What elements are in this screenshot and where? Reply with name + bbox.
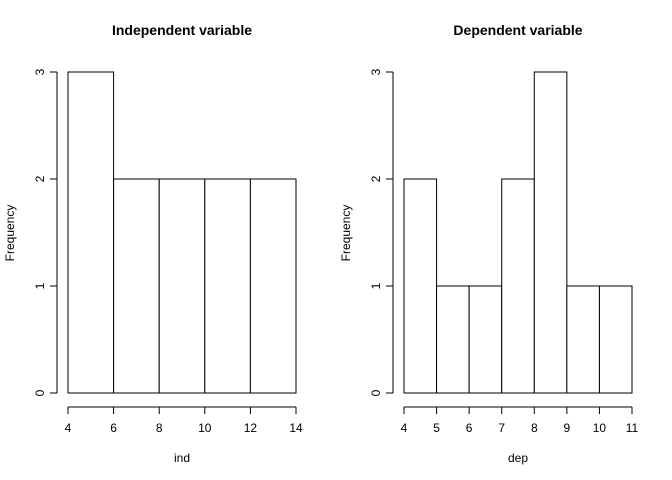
chart-title: Dependent variable xyxy=(453,22,582,38)
x-tick-label: 7 xyxy=(498,421,505,435)
y-axis: 0 1 2 3 xyxy=(369,68,394,396)
x-tick-label: 10 xyxy=(198,421,212,435)
y-tick-label: 1 xyxy=(33,282,47,289)
x-tick-label: 8 xyxy=(156,421,163,435)
y-axis-label: Frequency xyxy=(3,205,17,262)
x-tick-label: 10 xyxy=(593,421,607,435)
histogram-bar xyxy=(249,178,297,394)
x-axis: 4 6 8 10 12 14 xyxy=(65,406,303,435)
histogram-bar xyxy=(468,285,503,394)
y-tick-label: 2 xyxy=(33,175,47,182)
histogram-bar xyxy=(67,71,115,394)
histogram-bar xyxy=(501,178,535,394)
histogram-panel-dependent: Dependent variable 4 5 6 7 8 9 10 11 0 1 2 3 dep F… xyxy=(339,22,639,465)
histogram-bar xyxy=(113,178,160,394)
y-tick-label: 0 xyxy=(369,389,383,396)
y-tick-label: 3 xyxy=(369,68,383,75)
x-axis: 4 5 6 7 8 9 10 11 xyxy=(401,406,639,435)
y-axis-label: Frequency xyxy=(339,205,353,262)
x-tick-label: 11 xyxy=(626,421,639,435)
histogram-bar xyxy=(566,285,600,394)
y-tick-label: 3 xyxy=(33,68,47,75)
x-tick-label: 14 xyxy=(289,421,303,435)
bar-group xyxy=(403,71,633,394)
histogram-bar xyxy=(204,178,251,394)
x-tick-label: 5 xyxy=(433,421,440,435)
y-axis: 0 1 2 3 xyxy=(33,68,58,396)
x-axis-label: ind xyxy=(174,451,190,465)
histogram-bar xyxy=(158,178,206,394)
histogram-bar xyxy=(403,178,438,394)
x-tick-label: 4 xyxy=(65,421,72,435)
y-tick-label: 0 xyxy=(33,389,47,396)
bar-group xyxy=(67,71,297,394)
x-tick-label: 8 xyxy=(531,421,538,435)
x-tick-label: 6 xyxy=(466,421,473,435)
histogram-bar xyxy=(533,71,568,394)
x-tick-label: 6 xyxy=(110,421,117,435)
chart-title: Independent variable xyxy=(112,22,252,38)
x-tick-label: 9 xyxy=(564,421,571,435)
histogram-bar xyxy=(598,285,633,394)
y-tick-label: 1 xyxy=(369,282,383,289)
histogram-bar xyxy=(436,285,470,394)
x-tick-label: 4 xyxy=(401,421,408,435)
x-tick-label: 12 xyxy=(244,421,258,435)
y-tick-label: 2 xyxy=(369,175,383,182)
x-axis-label: dep xyxy=(508,451,528,465)
